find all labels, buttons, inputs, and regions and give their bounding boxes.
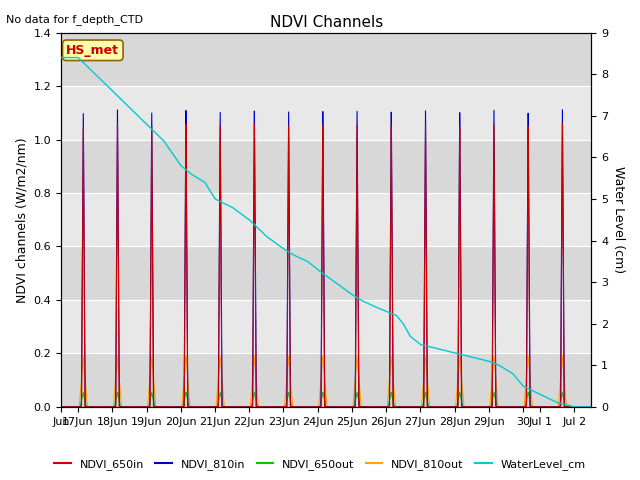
Bar (61, 300, 591, 353)
Bar (61, 193, 591, 246)
Bar (61, 86, 591, 140)
Y-axis label: NDVI channels (W/m2/nm): NDVI channels (W/m2/nm) (15, 137, 28, 302)
Bar (61, 353, 591, 407)
Bar (61, 140, 591, 193)
Y-axis label: Water Level (cm): Water Level (cm) (612, 166, 625, 273)
Title: NDVI Channels: NDVI Channels (269, 15, 383, 30)
Text: No data for f_depth_CTD: No data for f_depth_CTD (6, 14, 143, 25)
Bar (61, 33, 591, 86)
Legend: NDVI_650in, NDVI_810in, NDVI_650out, NDVI_810out, WaterLevel_cm: NDVI_650in, NDVI_810in, NDVI_650out, NDV… (50, 455, 590, 474)
Bar (61, 246, 591, 300)
Text: HS_met: HS_met (67, 44, 119, 57)
